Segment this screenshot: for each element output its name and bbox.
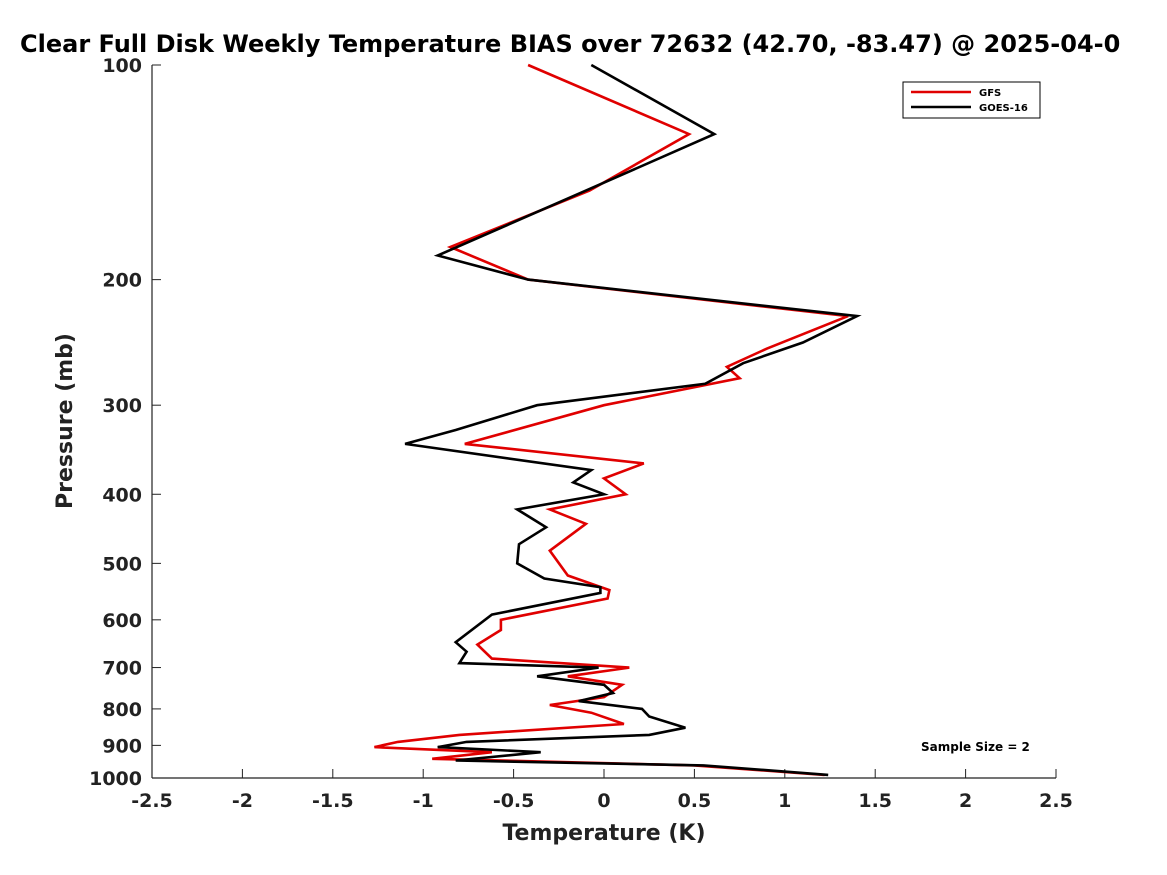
y-tick-label: 400	[102, 484, 142, 506]
x-axis-ticks: -2.5 -2 -1.5 -1 -0.5 0 0.5 1 1.5 2 2.5	[131, 769, 1073, 812]
y-tick-label: 900	[102, 735, 142, 757]
y-tick-label: 1000	[89, 768, 142, 790]
x-tick-label: -1	[413, 790, 434, 812]
x-axis-label: Temperature (K)	[502, 821, 705, 846]
y-axis-ticks: 100 200 300 400 500 600 700 800 900 1000	[89, 55, 161, 790]
x-tick-label: 1	[778, 790, 791, 812]
legend: GFS GOES-16	[902, 81, 1041, 119]
legend-label-goes16: GOES-16	[979, 103, 1028, 114]
series-layer	[374, 63, 862, 777]
y-axis-label: Pressure (mb)	[53, 333, 78, 509]
x-tick-label: -2	[232, 790, 253, 812]
y-tick-label: 800	[102, 699, 142, 721]
x-tick-label: 0	[597, 790, 610, 812]
y-tick-label: 700	[102, 658, 142, 680]
series-line-goes16	[404, 63, 862, 777]
y-tick-label: 600	[102, 610, 142, 632]
x-tick-label: -2.5	[131, 790, 173, 812]
x-tick-label: -0.5	[493, 790, 535, 812]
legend-label-gfs: GFS	[979, 88, 1001, 99]
legend-box	[902, 81, 1041, 119]
chart-title: Clear Full Disk Weekly Temperature BIAS …	[20, 30, 1120, 58]
x-tick-label: 1.5	[858, 790, 892, 812]
y-tick-label: 200	[102, 270, 142, 292]
x-tick-label: 0.5	[678, 790, 712, 812]
y-tick-label: 100	[102, 55, 142, 77]
x-tick-label: 2.5	[1039, 790, 1073, 812]
x-tick-label: -1.5	[312, 790, 354, 812]
series-line-gfs	[374, 63, 849, 777]
sample-size-annotation: Sample Size = 2	[921, 740, 1030, 754]
y-tick-label: 300	[102, 395, 142, 417]
y-tick-label: 500	[102, 553, 142, 575]
x-tick-label: 2	[959, 790, 972, 812]
